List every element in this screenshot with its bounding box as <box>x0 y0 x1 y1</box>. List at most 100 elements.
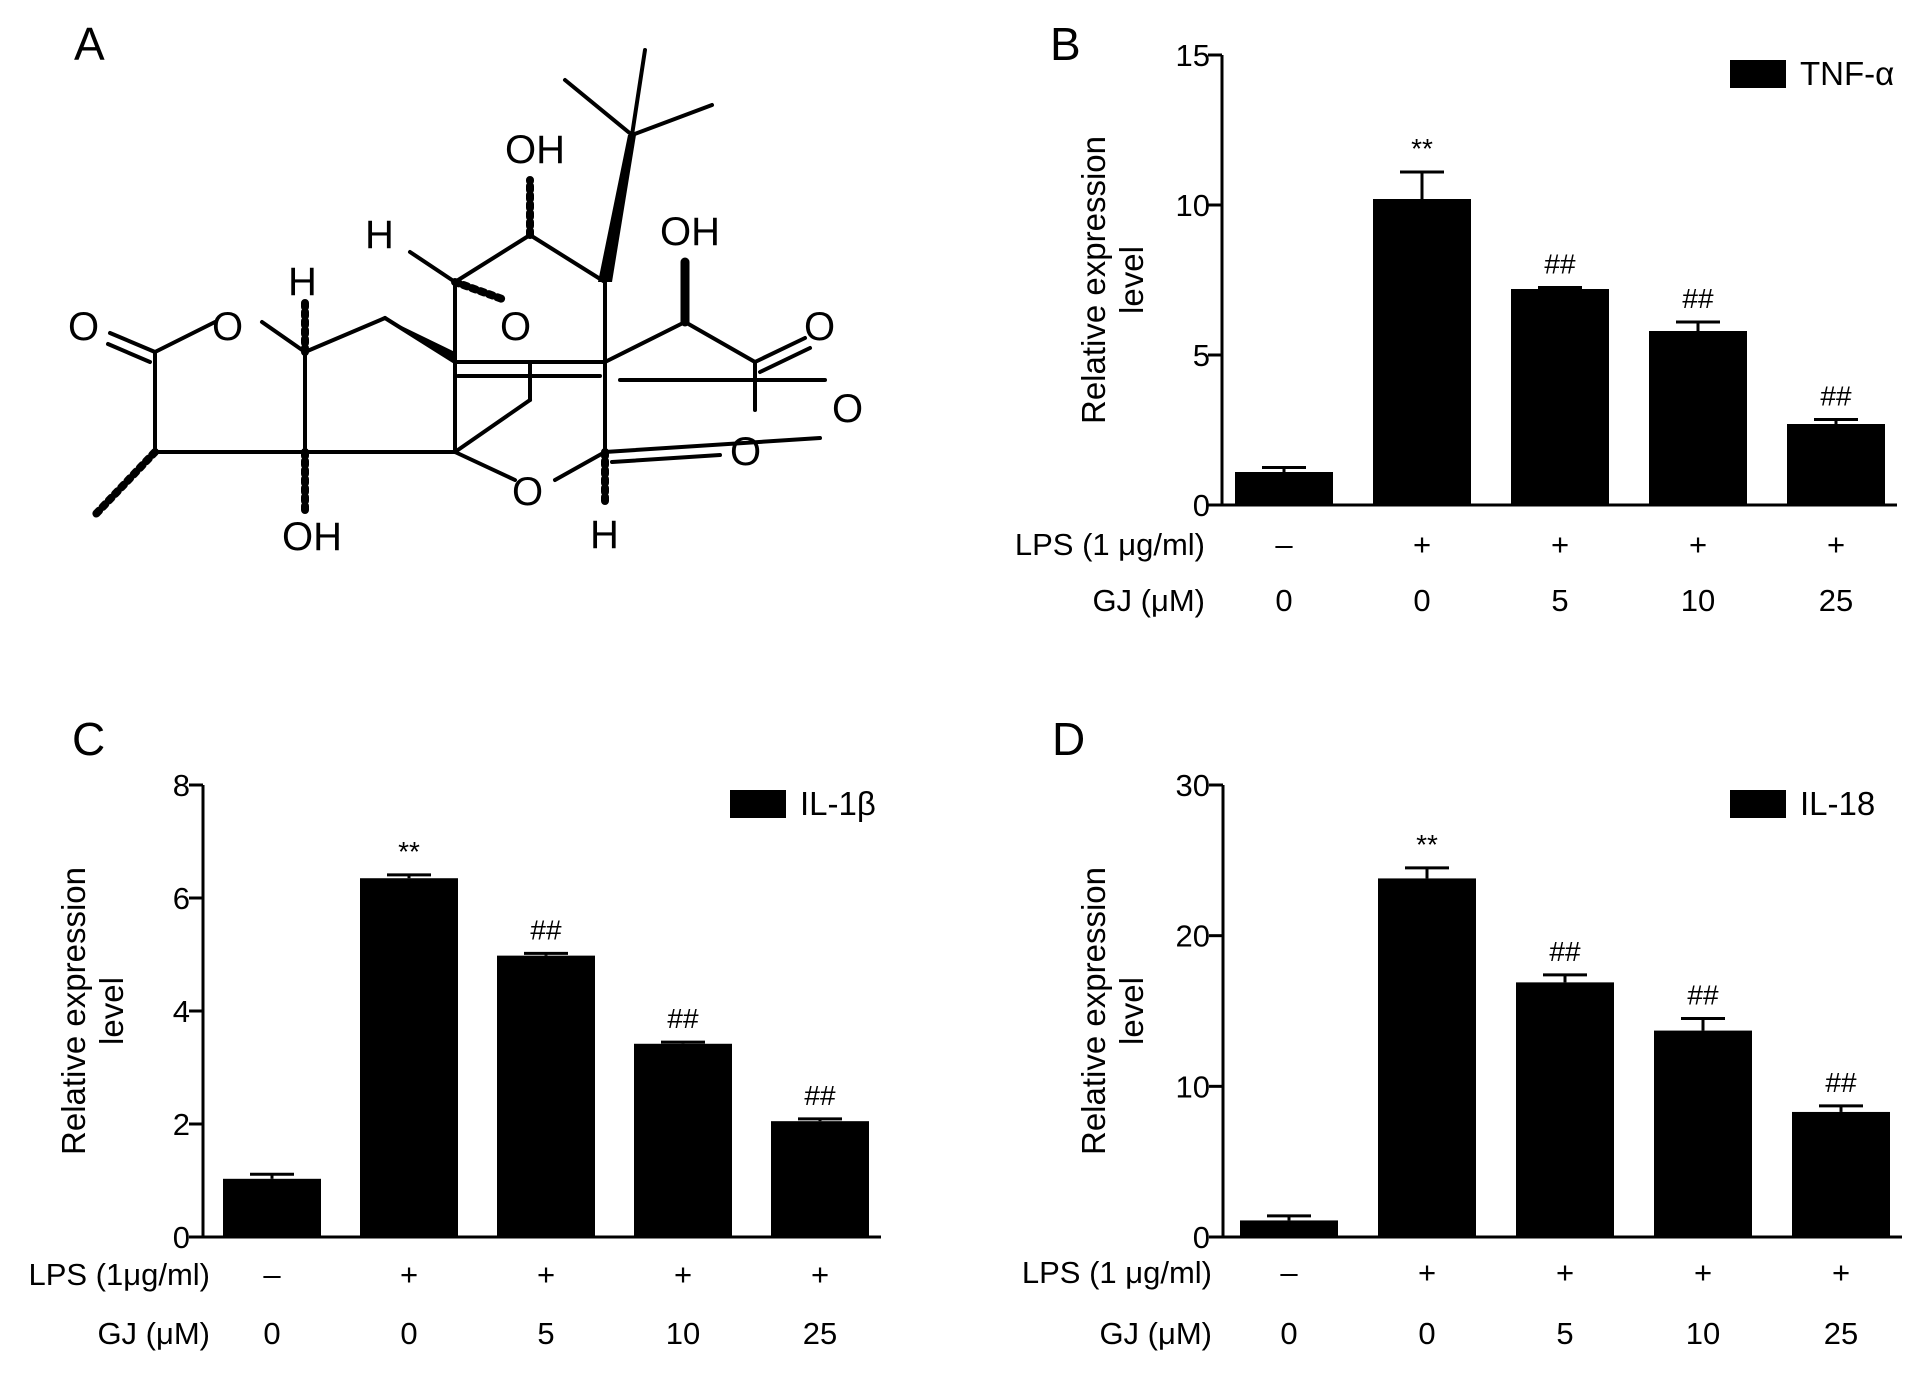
condition-row-label: LPS (1 μg/ml) <box>1022 1255 1212 1290</box>
condition-value: + <box>400 1257 418 1292</box>
condition-row-label: GJ (μM) <box>1099 1316 1212 1351</box>
condition-value: 0 <box>1275 583 1292 618</box>
bond <box>408 250 457 284</box>
y-axis-title: level <box>1113 977 1150 1045</box>
y-tick-label: 4 <box>173 994 190 1029</box>
condition-value: 0 <box>263 1316 280 1351</box>
condition-value: + <box>1556 1255 1574 1290</box>
atom-label: H <box>288 260 317 304</box>
condition-value: + <box>674 1257 692 1292</box>
bond <box>153 320 217 354</box>
condition-row-label: LPS (1 μg/ml) <box>1015 527 1205 562</box>
chart-c: 0 2 4 6 8 Relative expression level ** ## ## ## LPS… <box>28 768 881 1351</box>
condition-value: 25 <box>1824 1316 1858 1351</box>
significance-label: ## <box>1544 249 1576 280</box>
bar <box>360 878 458 1237</box>
y-axis-title: Relative expression <box>55 867 92 1155</box>
bond <box>630 48 647 137</box>
bond <box>453 398 532 454</box>
significance-label: ## <box>1549 936 1581 967</box>
legend-label: IL-1β <box>800 785 876 822</box>
chart-b: 0 5 10 15 Relative expression level ** ## ## ## LP… <box>1015 38 1897 618</box>
panel-letter-a: A <box>74 18 105 70</box>
significance-label: ## <box>804 1080 836 1111</box>
atom-label: O <box>832 387 863 431</box>
condition-value: + <box>1689 527 1707 562</box>
bond <box>603 436 822 454</box>
bar <box>1516 982 1614 1237</box>
bond <box>553 450 607 482</box>
y-tick-label: 30 <box>1176 768 1210 803</box>
condition-value: 5 <box>1556 1316 1573 1351</box>
significance-label: ## <box>1682 283 1714 314</box>
bond <box>528 233 607 284</box>
condition-value: + <box>1551 527 1569 562</box>
wedge-bond <box>598 135 636 282</box>
condition-value: + <box>1418 1255 1436 1290</box>
significance-label: ## <box>530 914 562 945</box>
y-tick-label: 0 <box>1193 1220 1210 1255</box>
bond <box>453 450 517 482</box>
y-tick-label: 0 <box>1193 488 1210 523</box>
atom-label: O <box>500 305 531 349</box>
y-axis-title: Relative expression <box>1075 136 1112 424</box>
bond <box>108 331 157 354</box>
condition-row-label: LPS (1μg/ml) <box>28 1257 210 1292</box>
bond <box>260 320 307 354</box>
legend-swatch <box>730 790 786 818</box>
chart-d: 0 10 20 30 Relative expression level ** ## ## ## L… <box>1022 768 1902 1351</box>
atom-label: O <box>804 305 835 349</box>
significance-label: ## <box>1820 381 1852 412</box>
atom-label: H <box>590 513 619 557</box>
bar <box>1378 878 1476 1237</box>
legend-swatch <box>1730 790 1786 818</box>
atom-label: O <box>68 305 99 349</box>
bond <box>610 453 722 464</box>
condition-value: – <box>1280 1255 1298 1290</box>
significance-label: ## <box>1687 980 1719 1011</box>
y-axis-title: Relative expression <box>1075 867 1112 1155</box>
atom-label: O <box>730 430 761 474</box>
atom-label: O <box>212 305 243 349</box>
bond <box>563 78 634 137</box>
condition-value: – <box>263 1257 281 1292</box>
bar <box>1792 1111 1890 1237</box>
condition-value: 0 <box>1280 1316 1297 1351</box>
hashed-bond <box>451 278 509 304</box>
condition-value: 10 <box>1686 1316 1720 1351</box>
bar <box>1373 199 1471 505</box>
condition-row-label: GJ (μM) <box>97 1316 210 1351</box>
hashed-bond <box>91 448 159 519</box>
atom-label: OH <box>282 515 342 559</box>
significance-label: ** <box>398 836 420 867</box>
chemical-structure-diagram <box>91 48 827 519</box>
condition-value: 0 <box>1418 1316 1435 1351</box>
y-tick-label: 15 <box>1176 38 1210 73</box>
bar <box>1511 289 1609 505</box>
significance-label: ## <box>667 1003 699 1034</box>
condition-value: 0 <box>400 1316 417 1351</box>
bar <box>1654 1030 1752 1237</box>
legend-swatch <box>1730 60 1786 88</box>
y-tick-label: 6 <box>173 881 190 916</box>
condition-value: + <box>1832 1255 1850 1290</box>
significance-label: ** <box>1411 133 1433 164</box>
bar <box>1649 331 1747 505</box>
significance-label: ## <box>1825 1067 1857 1098</box>
atom-label: OH <box>505 128 565 172</box>
bar <box>1235 472 1333 505</box>
condition-value: – <box>1275 527 1293 562</box>
condition-value: + <box>1694 1255 1712 1290</box>
condition-value: 10 <box>1681 583 1715 618</box>
significance-label: ** <box>1416 829 1438 860</box>
y-tick-label: 2 <box>173 1107 190 1142</box>
condition-value: + <box>811 1257 829 1292</box>
bond <box>106 342 152 364</box>
panel-letter-b: B <box>1050 18 1081 70</box>
condition-value: 0 <box>1413 583 1430 618</box>
legend-label: IL-18 <box>1800 785 1875 822</box>
legend-label: TNF-α <box>1800 55 1894 92</box>
bond <box>630 103 714 137</box>
bond <box>758 346 812 374</box>
